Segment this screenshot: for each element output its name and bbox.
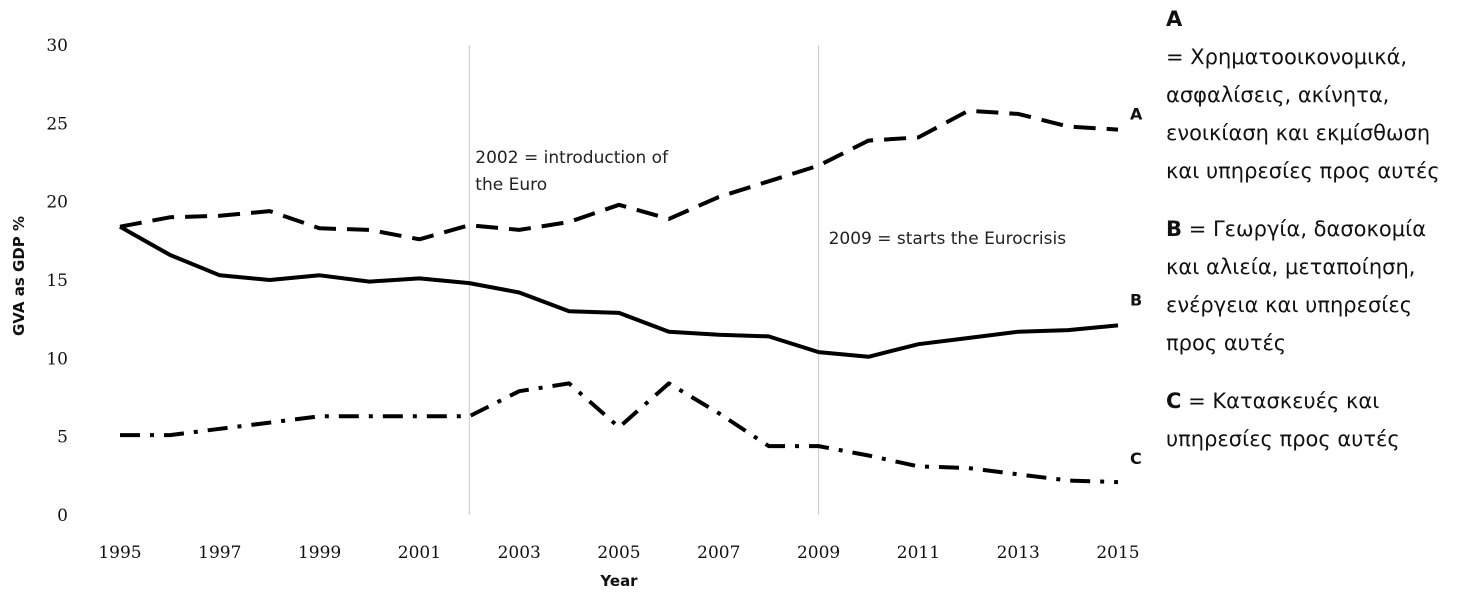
x-tick-label-2007: 2007 xyxy=(697,543,740,563)
legend-entry-b: B = Γεωργία, δασοκομία και αλιεία, μεταπ… xyxy=(1166,210,1461,362)
x-tick-label-2009: 2009 xyxy=(797,543,840,563)
legend-key-a: A xyxy=(1166,7,1183,31)
x-tick-label-1999: 1999 xyxy=(298,543,341,563)
reference-label-2002-line-2: the Euro xyxy=(475,175,547,195)
legend-text-b: = Γεωργία, δασοκομία και αλιεία, μεταποί… xyxy=(1166,217,1427,355)
series-line-a xyxy=(119,108,1119,242)
series-line-b xyxy=(119,224,1119,359)
y-tick-label-20: 20 xyxy=(46,193,68,213)
x-tick-label-2015: 2015 xyxy=(1096,543,1139,563)
x-tick-label-2001: 2001 xyxy=(398,543,441,563)
x-axis-title: Year xyxy=(599,572,638,590)
x-tick-label-2013: 2013 xyxy=(997,543,1040,563)
x-tick-label-1997: 1997 xyxy=(198,543,241,563)
series-end-label-c: C xyxy=(1130,449,1142,468)
y-tick-label-10: 10 xyxy=(46,349,68,369)
x-tick-label-2005: 2005 xyxy=(597,543,640,563)
legend-text-a: = Χρηματοοικονομικά, ασφαλίσεις, ακίνητα… xyxy=(1166,45,1440,183)
y-tick-label-5: 5 xyxy=(57,428,68,448)
legend-entry-a: A = Χρηματοοικονομικά, ασφαλίσεις, ακίνη… xyxy=(1166,0,1461,190)
series-line-c xyxy=(120,381,1119,485)
y-tick-label-25: 25 xyxy=(46,114,68,134)
legend-text-c: = Κατασκευές και υπηρεσίες προς αυτές xyxy=(1166,389,1400,451)
x-tick-label-1995: 1995 xyxy=(98,543,141,563)
legend-entry-c: C = Κατασκευές και υπηρεσίες προς αυτές xyxy=(1166,382,1461,458)
reference-label-2009-line-1: 2009 = starts the Eurocrisis xyxy=(829,229,1067,249)
x-tick-label-2003: 2003 xyxy=(498,543,541,563)
y-tick-label-0: 0 xyxy=(57,506,68,526)
legend-key-b: B xyxy=(1166,217,1183,241)
reference-label-2002-line-1: 2002 = introduction of xyxy=(475,148,669,168)
legend: A = Χρηματοοικονομικά, ασφαλίσεις, ακίνη… xyxy=(1166,0,1461,458)
legend-key-c: C xyxy=(1166,389,1182,413)
y-axis-title: GVA as GDP % xyxy=(10,216,28,336)
series-end-label-a: A xyxy=(1130,105,1143,124)
x-tick-label-2011: 2011 xyxy=(897,543,940,563)
series-end-label-b: B xyxy=(1130,290,1142,309)
line-chart: 2002 = introduction of the Euro 2009 = sta… xyxy=(10,36,1143,590)
y-tick-label-30: 30 xyxy=(46,36,68,56)
y-tick-label-15: 15 xyxy=(46,271,68,291)
